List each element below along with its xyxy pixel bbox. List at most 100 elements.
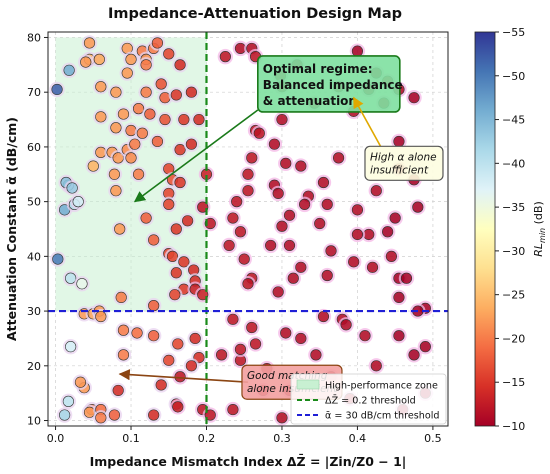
scatter-point bbox=[351, 228, 364, 241]
point-halo bbox=[134, 125, 151, 141]
point-halo bbox=[236, 251, 252, 267]
scatter-point bbox=[178, 256, 190, 268]
scatter-point bbox=[389, 212, 401, 224]
point-halo bbox=[145, 328, 162, 344]
scatter-point bbox=[155, 78, 167, 90]
scatter-point bbox=[166, 250, 179, 262]
point-halo bbox=[228, 193, 245, 210]
scatter-point bbox=[299, 198, 311, 210]
point-halo bbox=[308, 347, 324, 363]
scatter-point bbox=[276, 412, 288, 424]
point-halo bbox=[183, 358, 200, 374]
point-halo bbox=[232, 341, 249, 358]
scatter-point bbox=[272, 187, 284, 200]
colorbar-label-sub: min bbox=[538, 228, 547, 243]
scatter-point bbox=[340, 319, 352, 331]
point-halo bbox=[368, 358, 385, 374]
scatter-point bbox=[151, 135, 164, 148]
colorbar-label: RLmin (dB) bbox=[532, 201, 547, 256]
annotation-text-high-alpha-0: High α alone bbox=[370, 151, 437, 163]
point-halo bbox=[293, 158, 309, 174]
point-halo bbox=[108, 182, 124, 199]
scatter-point bbox=[276, 220, 288, 232]
x-tick-label: 0.3 bbox=[273, 432, 291, 445]
scatter-point bbox=[317, 310, 330, 323]
scatter-point bbox=[80, 56, 92, 68]
annotation-arrow-good-matching bbox=[118, 369, 249, 384]
point-halo bbox=[172, 174, 188, 191]
x-tick-label: 0.0 bbox=[47, 432, 65, 445]
point-halo bbox=[168, 265, 185, 281]
point-halo bbox=[357, 328, 373, 344]
point-halo bbox=[406, 89, 422, 106]
point-halo bbox=[225, 210, 241, 226]
colorbar-tick-label: −40 bbox=[502, 157, 525, 170]
legend-box bbox=[290, 373, 447, 425]
point-halo bbox=[106, 407, 123, 423]
point-halo bbox=[262, 237, 279, 254]
scatter-point bbox=[144, 108, 156, 120]
x-tick-label: 0.2 bbox=[198, 432, 216, 445]
point-halo bbox=[195, 199, 211, 215]
scatter-point bbox=[159, 113, 171, 126]
point-halo bbox=[278, 325, 294, 341]
scatter-point bbox=[370, 185, 382, 197]
scatter-point bbox=[265, 239, 277, 252]
point-halo bbox=[240, 182, 256, 199]
scatter-point bbox=[87, 160, 99, 172]
point-halo bbox=[138, 210, 154, 226]
scatter-point bbox=[321, 198, 333, 210]
point-halo bbox=[119, 65, 135, 81]
point-halo bbox=[266, 136, 283, 152]
point-halo bbox=[244, 319, 260, 336]
scatter-point bbox=[242, 168, 254, 180]
scatter-point bbox=[66, 182, 78, 194]
scatter-point bbox=[310, 349, 322, 361]
point-halo bbox=[179, 213, 196, 229]
point-halo bbox=[247, 336, 264, 352]
annotation-box-optimal bbox=[257, 55, 401, 113]
scatter-point bbox=[148, 300, 160, 312]
point-halo bbox=[138, 84, 154, 100]
point-halo bbox=[398, 270, 415, 286]
scatter-point bbox=[314, 217, 326, 230]
scatter-point bbox=[366, 261, 379, 273]
x-axis-ticks: 0.0 0.1 0.2 0.3 0.4 0.5 bbox=[47, 426, 442, 445]
annotation-text-optimal-2: & attenuation bbox=[263, 94, 357, 108]
scatter-point bbox=[321, 269, 333, 282]
point-halo bbox=[274, 410, 290, 426]
scatter-point bbox=[163, 48, 175, 60]
scatter-point bbox=[197, 201, 209, 213]
scatter-point bbox=[332, 152, 345, 164]
point-halo bbox=[338, 317, 354, 333]
point-halo bbox=[161, 46, 177, 62]
point-halo bbox=[176, 254, 192, 270]
point-halo bbox=[323, 243, 339, 259]
scatter-point bbox=[408, 92, 420, 104]
scatter-point bbox=[115, 291, 127, 304]
scatter-point bbox=[52, 253, 64, 265]
y-tick-label: 70 bbox=[27, 86, 41, 99]
y-tick-label: 80 bbox=[27, 31, 41, 44]
point-halo bbox=[62, 338, 79, 355]
scatter-point bbox=[121, 67, 133, 79]
point-halo bbox=[145, 407, 162, 423]
point-halo bbox=[170, 336, 186, 352]
y-axis-ticks: 10 20 30 40 50 60 70 80 bbox=[27, 31, 48, 428]
point-halo bbox=[217, 48, 234, 65]
point-halo bbox=[93, 79, 109, 95]
scatter-point bbox=[65, 341, 77, 353]
scatter-point bbox=[197, 289, 209, 301]
scatter-point bbox=[227, 403, 239, 416]
colorbar-label-suffix: (dB) bbox=[532, 201, 545, 228]
scatter-point bbox=[151, 37, 164, 49]
legend-label: High-performance zone bbox=[325, 381, 438, 392]
point-halo bbox=[127, 136, 143, 152]
point-halo bbox=[410, 199, 426, 215]
scatter-point bbox=[246, 321, 258, 334]
point-halo bbox=[270, 284, 286, 300]
scatter-point bbox=[148, 234, 160, 246]
scatter-point bbox=[131, 327, 143, 339]
colorbar-tick-label: −15 bbox=[502, 376, 525, 389]
legend: High-performance zone ΔZ̄ = 0.2 threshold… bbox=[290, 373, 447, 425]
